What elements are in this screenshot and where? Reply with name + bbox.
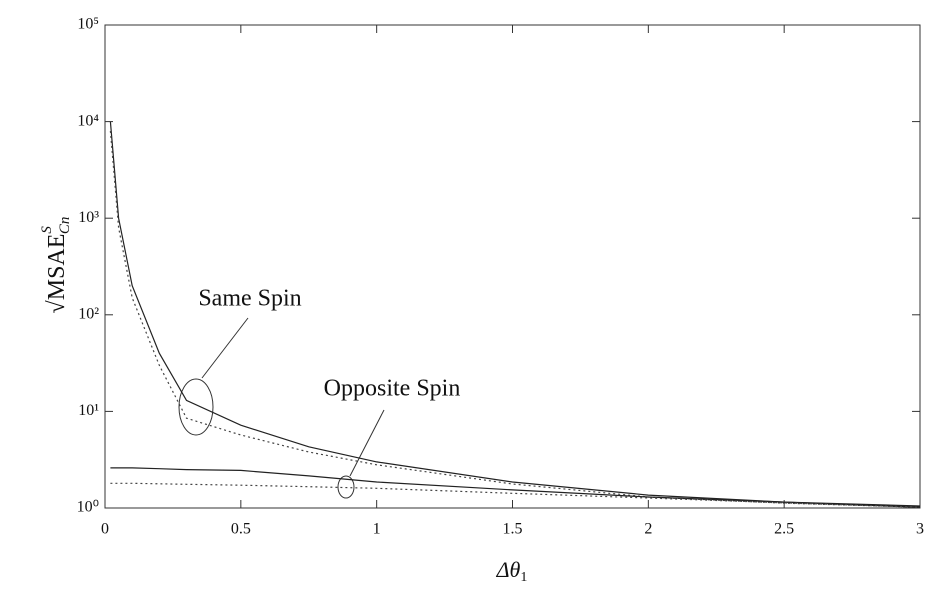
plot-frame xyxy=(104,24,921,509)
series-line xyxy=(109,130,921,508)
y-label-sub: Cn xyxy=(57,217,73,235)
y-label-base: √MSAE xyxy=(44,234,70,314)
series-line xyxy=(109,121,921,507)
annotation: Same Spin xyxy=(198,286,301,312)
y-tick-label: 10³ xyxy=(78,209,99,226)
y-tick-label: 10⁵ xyxy=(77,16,99,33)
x-label-base: Δθ xyxy=(496,557,521,582)
x-tick-label: 1.5 xyxy=(503,521,523,538)
annotation-ellipse xyxy=(337,475,355,499)
x-axis-label: Δθ1 xyxy=(496,557,528,585)
series-line xyxy=(110,467,921,508)
annotation: Opposite Spin xyxy=(324,376,461,402)
y-tick-label: 10¹ xyxy=(78,402,99,419)
x-tick-label: 3 xyxy=(916,521,924,538)
annotation-ellipse xyxy=(178,378,214,436)
x-tick-label: 2.5 xyxy=(774,521,794,538)
y-axis-label: √MSAES Cn xyxy=(39,217,73,314)
y-label-sup: S xyxy=(39,226,55,234)
y-tick-label: 10² xyxy=(78,305,99,322)
y-tick-label: 10⁴ xyxy=(77,112,99,129)
x-label-sub: 1 xyxy=(520,570,527,585)
x-tick-label: 1 xyxy=(373,521,381,538)
y-tick-label: 10⁰ xyxy=(77,499,99,516)
annotation-arrow xyxy=(349,409,385,477)
x-tick-label: 0 xyxy=(101,521,109,538)
x-tick-label: 0.5 xyxy=(231,521,251,538)
annotation-arrow xyxy=(201,317,249,379)
x-tick-label: 2 xyxy=(644,521,652,538)
series-line xyxy=(110,482,921,508)
